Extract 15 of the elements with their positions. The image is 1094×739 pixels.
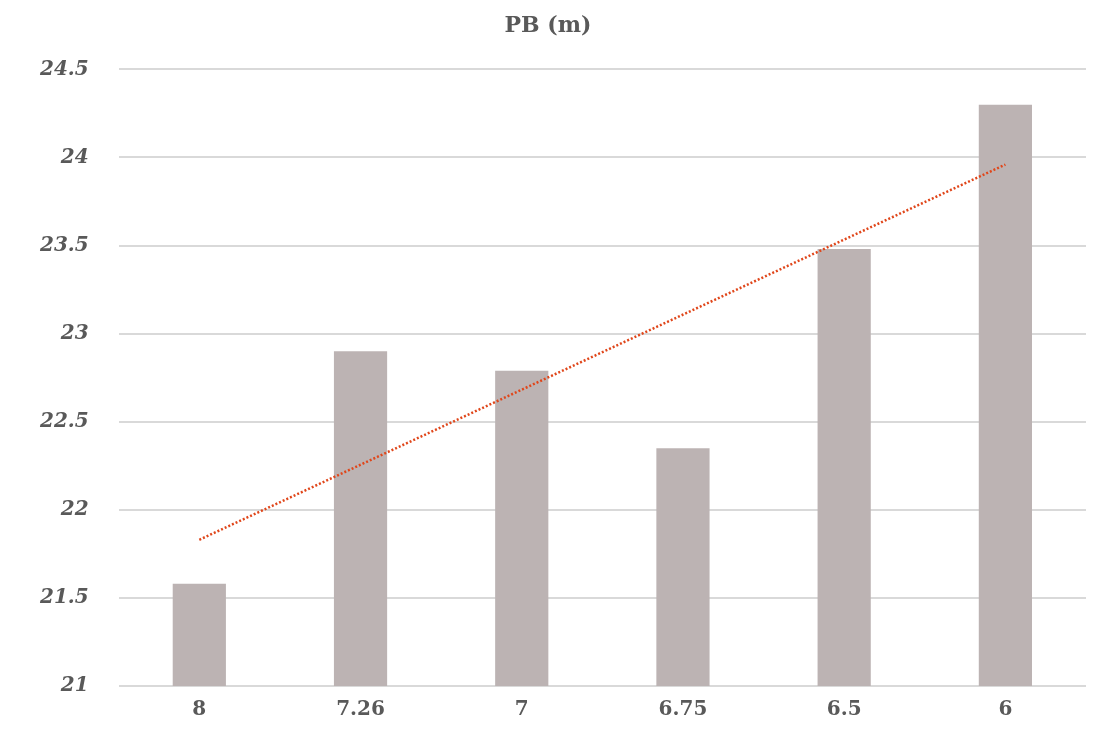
y-tick-label: 22 — [59, 496, 89, 521]
x-tick-label: 7.26 — [336, 696, 385, 721]
x-tick-label: 7 — [514, 696, 529, 721]
chart-title: PB (m) — [504, 10, 592, 37]
y-tick-label: 23.5 — [38, 231, 89, 256]
y-tick-label: 23 — [59, 319, 89, 344]
y-tick-label: 24 — [59, 143, 89, 168]
x-tick-label: 6 — [998, 696, 1013, 721]
y-tick-label: 22.5 — [38, 407, 89, 432]
y-tick-label: 21.5 — [38, 584, 89, 609]
x-tick-label: 6.75 — [658, 696, 708, 721]
x-tick-label: 8 — [192, 696, 207, 721]
y-tick-label: 21 — [59, 672, 89, 697]
x-tick-label: 6.5 — [826, 696, 862, 721]
y-tick-label: 24.5 — [38, 55, 89, 80]
